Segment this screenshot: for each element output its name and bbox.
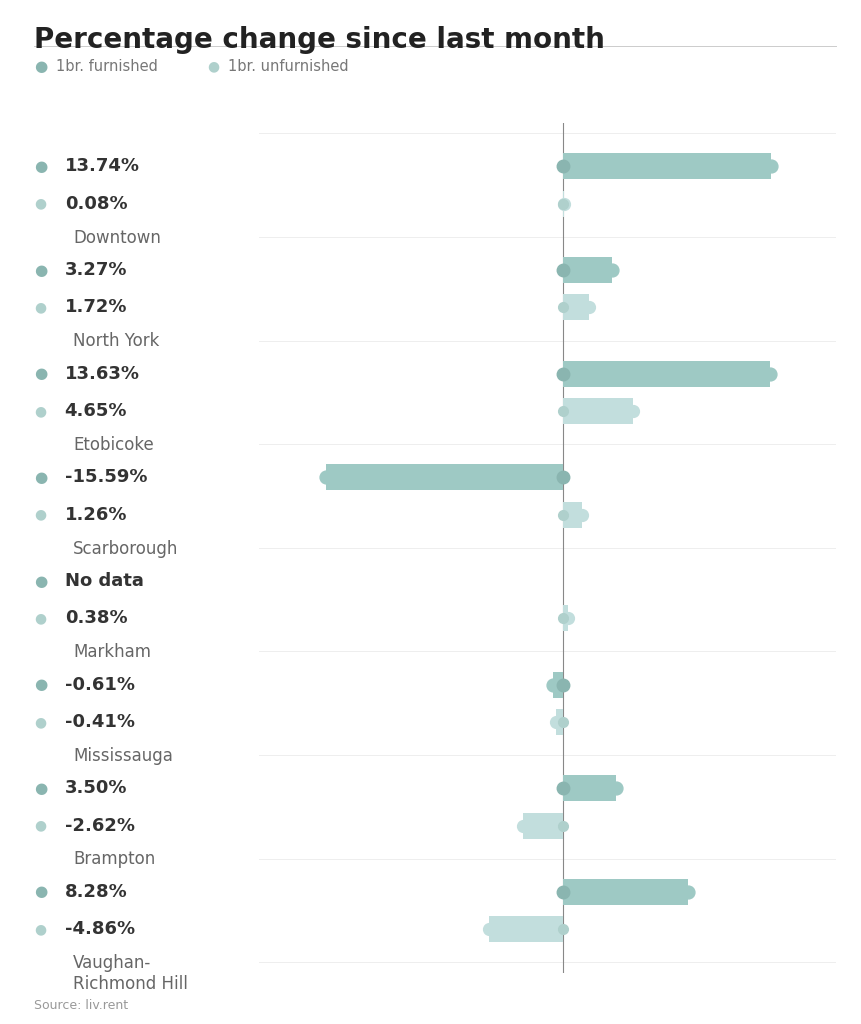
Text: 1br. unfurnished: 1br. unfurnished <box>228 59 349 74</box>
Text: ●: ● <box>34 367 47 381</box>
Text: -4.86%: -4.86% <box>65 921 134 938</box>
Text: ●: ● <box>34 197 46 211</box>
Text: 0.08%: 0.08% <box>65 195 127 213</box>
Text: Mississauga: Mississauga <box>73 746 173 765</box>
Bar <box>522 813 562 839</box>
Text: 8.28%: 8.28% <box>65 883 127 901</box>
Text: Markham: Markham <box>73 643 151 662</box>
Bar <box>562 879 688 905</box>
Bar <box>562 154 771 179</box>
Bar <box>562 775 615 801</box>
Text: -0.61%: -0.61% <box>65 676 134 693</box>
Text: ●: ● <box>34 715 46 729</box>
Text: ●: ● <box>34 404 46 418</box>
Text: Percentage change since last month: Percentage change since last month <box>34 26 604 53</box>
Text: ●: ● <box>34 677 47 692</box>
Text: 4.65%: 4.65% <box>65 402 127 420</box>
Text: 0.38%: 0.38% <box>65 609 127 628</box>
Text: -0.41%: -0.41% <box>65 713 134 731</box>
Bar <box>562 295 588 321</box>
Text: ●: ● <box>34 885 47 899</box>
Text: ●: ● <box>34 262 47 278</box>
Text: ●: ● <box>34 159 47 174</box>
Bar <box>555 709 562 735</box>
Text: Brampton: Brampton <box>73 851 155 868</box>
Text: ●: ● <box>34 818 46 833</box>
Text: 13.63%: 13.63% <box>65 365 139 383</box>
Bar <box>325 465 562 490</box>
Bar <box>488 916 562 942</box>
Text: 13.74%: 13.74% <box>65 158 139 175</box>
Text: -15.59%: -15.59% <box>65 468 147 486</box>
Bar <box>562 502 581 527</box>
Text: No data: No data <box>65 572 144 590</box>
Text: ●: ● <box>34 300 46 314</box>
Text: ●: ● <box>34 573 47 589</box>
Text: ●: ● <box>34 781 47 796</box>
Bar <box>562 190 563 217</box>
Bar <box>562 398 633 424</box>
Text: -2.62%: -2.62% <box>65 816 134 835</box>
Bar <box>562 360 769 387</box>
Text: ●: ● <box>34 470 47 484</box>
Text: ●: ● <box>34 611 46 626</box>
Bar <box>553 672 562 697</box>
Text: 3.27%: 3.27% <box>65 261 127 280</box>
Text: Source: liv.rent: Source: liv.rent <box>34 998 128 1012</box>
Text: Scarborough: Scarborough <box>73 540 178 557</box>
Text: 1.72%: 1.72% <box>65 298 127 316</box>
Bar <box>562 257 611 283</box>
Text: Downtown: Downtown <box>73 228 161 247</box>
Text: 3.50%: 3.50% <box>65 779 127 798</box>
Text: ●: ● <box>34 59 47 74</box>
Text: 1br. furnished: 1br. furnished <box>56 59 158 74</box>
Text: ●: ● <box>207 59 219 74</box>
Text: ●: ● <box>34 923 46 936</box>
Text: 1.26%: 1.26% <box>65 506 127 523</box>
Text: ●: ● <box>34 508 46 521</box>
Text: Etobicoke: Etobicoke <box>73 436 154 454</box>
Text: North York: North York <box>73 332 159 350</box>
Bar <box>562 605 567 631</box>
Text: Vaughan-
Richmond Hill: Vaughan- Richmond Hill <box>73 954 188 993</box>
